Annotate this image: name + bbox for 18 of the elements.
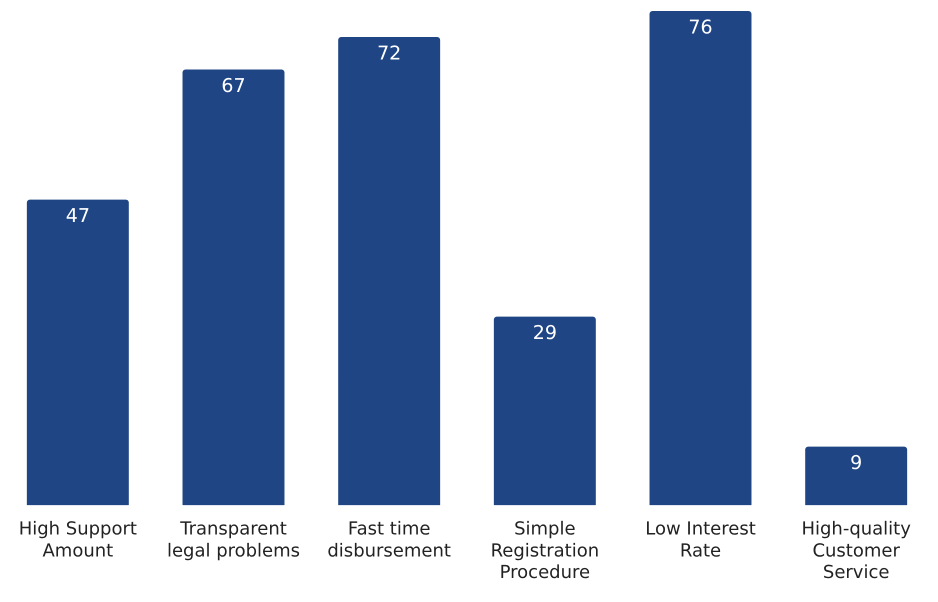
x-tick-label: High-quality Customer Service — [801, 518, 912, 583]
bar — [26, 200, 129, 506]
bar — [182, 70, 284, 506]
x-tick-label: Low Interest Rate — [645, 518, 756, 562]
bar — [338, 37, 440, 506]
bar — [494, 316, 596, 506]
bar — [805, 446, 908, 506]
data-label: 76 — [688, 16, 713, 38]
x-tick-label: High Support Amount — [18, 518, 137, 562]
bar — [650, 11, 752, 506]
data-label: 72 — [377, 42, 402, 64]
x-tick-label: Transparent legal problems — [166, 518, 300, 562]
data-label: 67 — [221, 74, 246, 97]
x-tick-label: Simple Registration Procedure — [490, 518, 600, 583]
x-tick-label: Fast time disbursement — [327, 518, 451, 562]
data-label: 47 — [66, 205, 90, 228]
data-label: 29 — [532, 322, 557, 344]
data-label: 9 — [850, 452, 862, 474]
